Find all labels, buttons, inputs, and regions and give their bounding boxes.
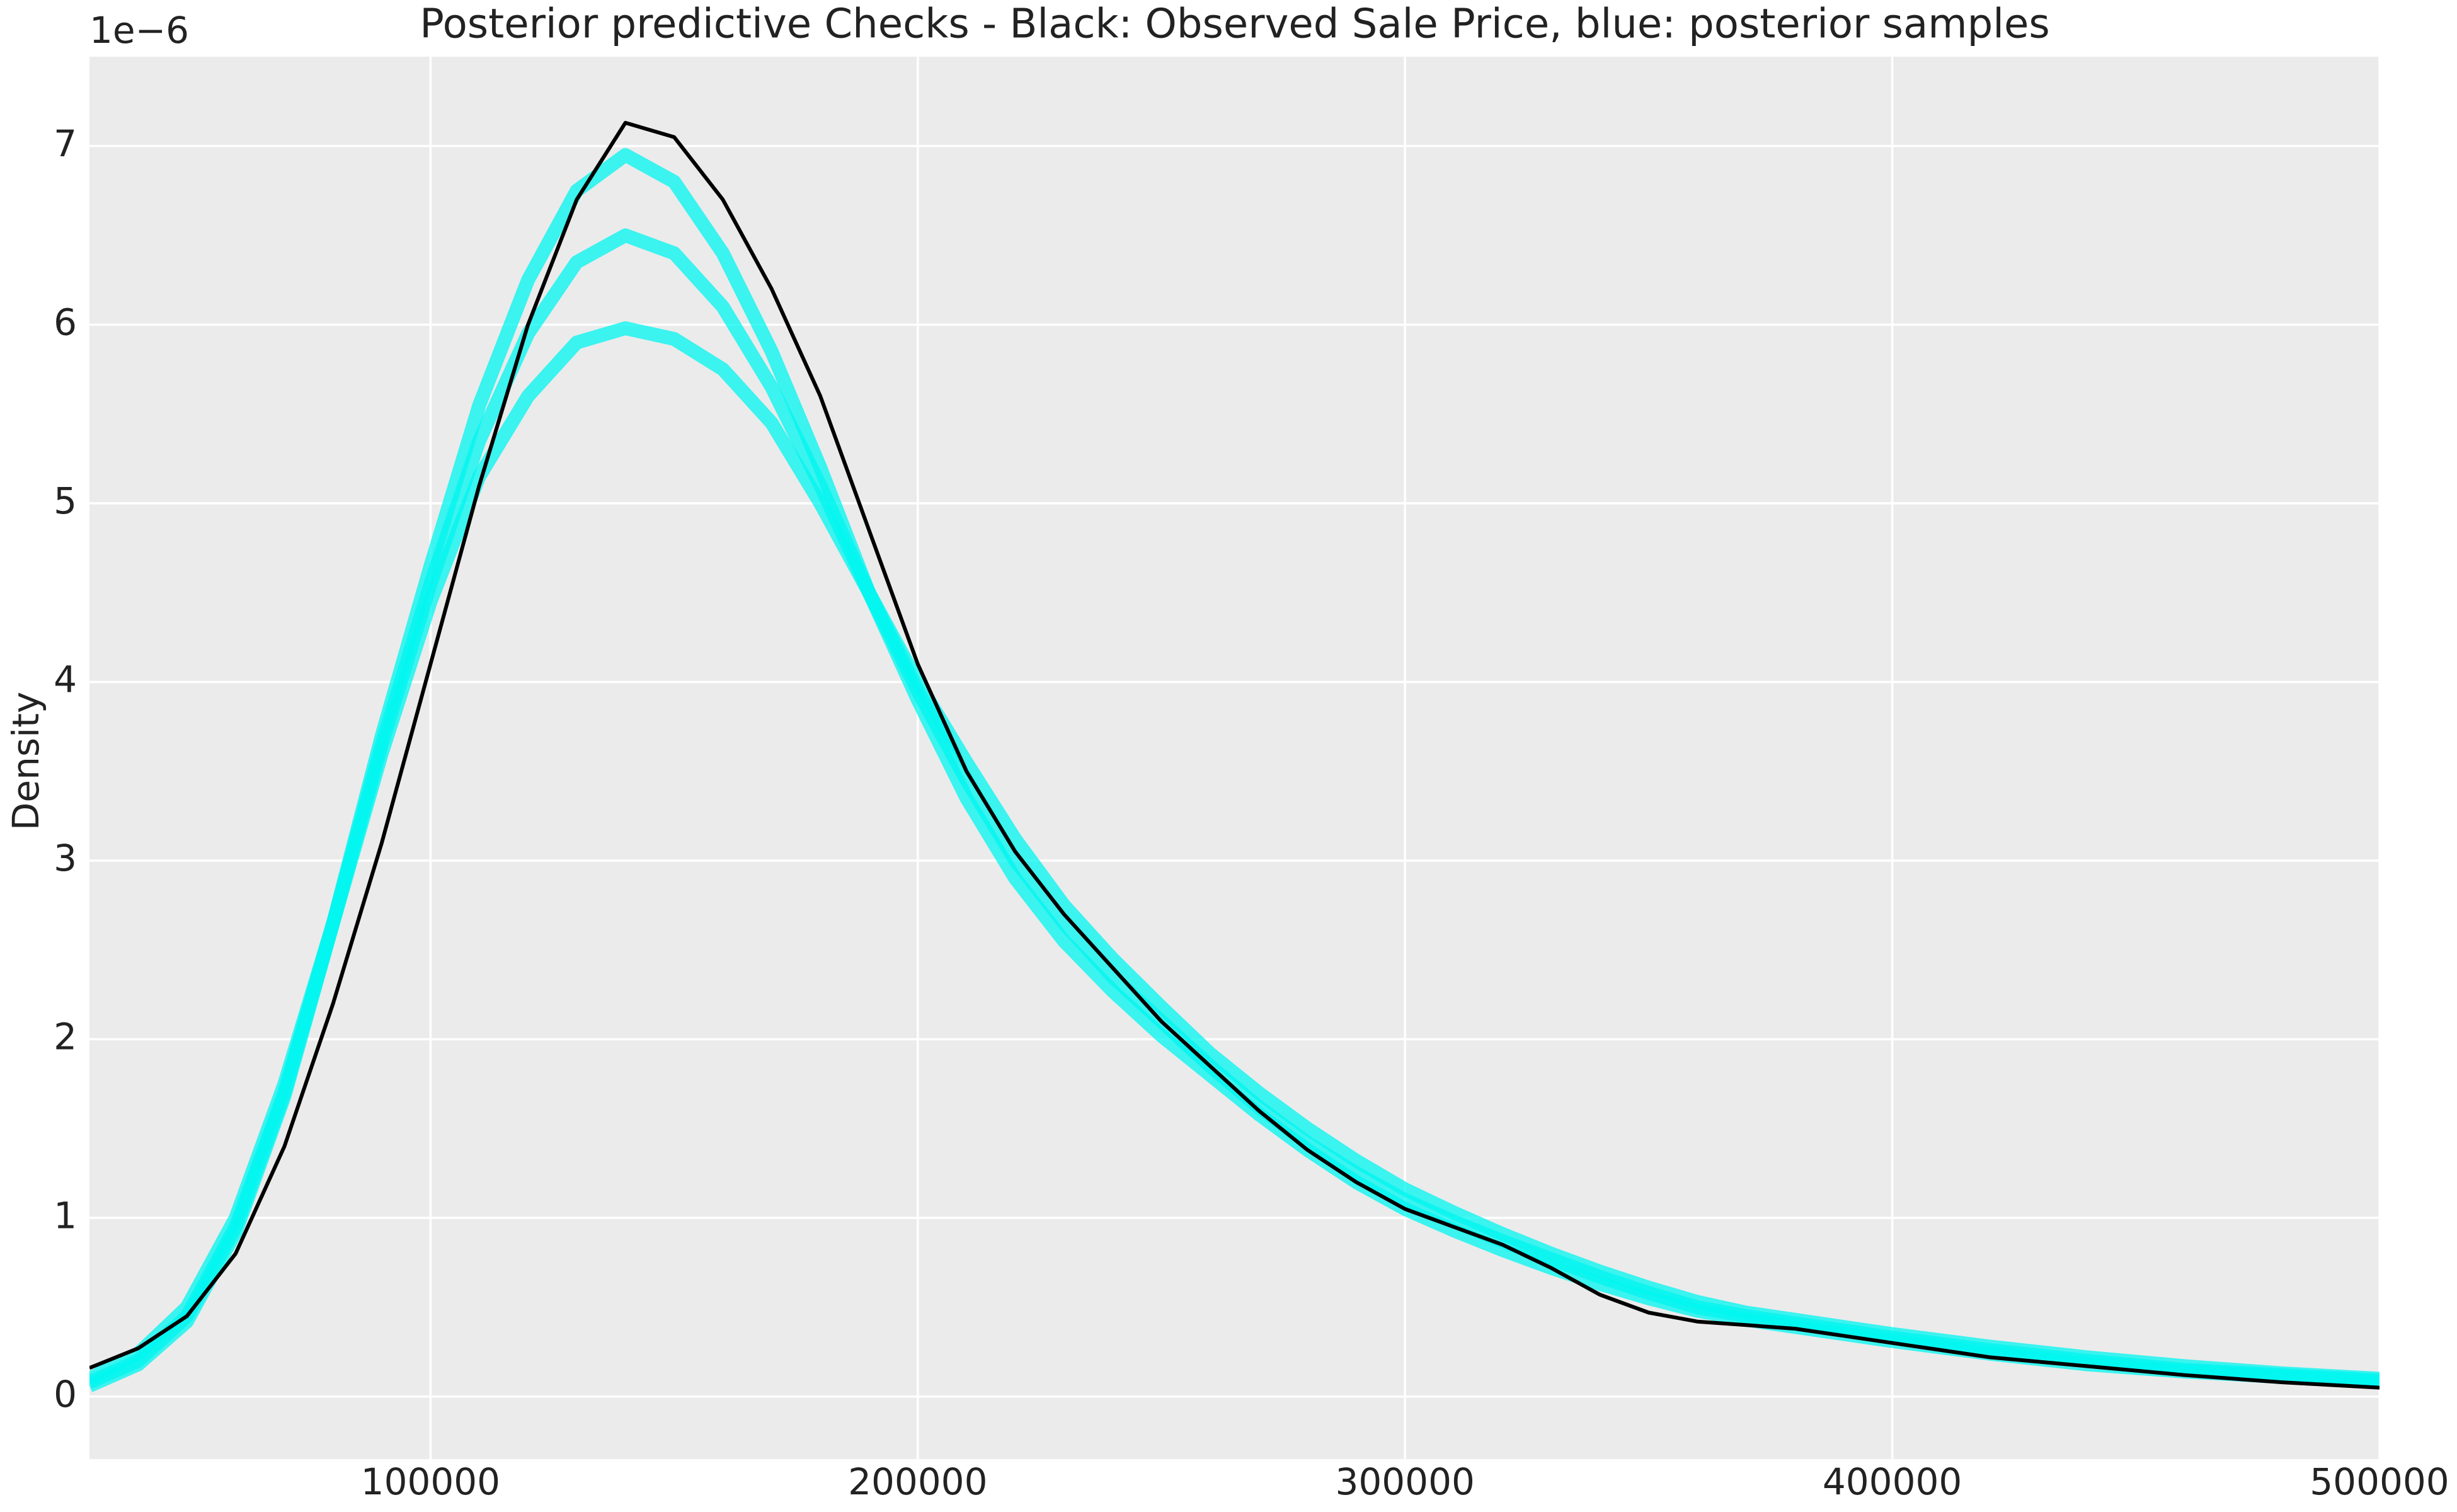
y-axis-label: Density	[4, 692, 47, 831]
plot-area	[89, 57, 2380, 1459]
y-tick-label: 7	[54, 122, 77, 165]
chart-title: Posterior predictive Checks - Black: Obs…	[420, 1, 2049, 48]
y-tick-label: 2	[54, 1016, 77, 1058]
y-tick-label: 5	[54, 479, 77, 522]
lines	[89, 120, 2380, 1392]
y-tick-label: 6	[54, 301, 77, 343]
x-tick-label: 500000	[2310, 1460, 2449, 1503]
tick-labels: 0 1 2 3 4 5 6 7 100000 200000 300000 400000 500000	[54, 122, 2449, 1503]
y-tick-label: 1	[54, 1194, 77, 1237]
y-tick-label: 0	[54, 1373, 77, 1416]
observed-line	[89, 120, 2380, 1390]
y-tick-label: 3	[54, 837, 77, 879]
x-tick-label: 400000	[1823, 1460, 1962, 1503]
x-tick-label: 200000	[848, 1460, 987, 1503]
x-tick-label: 300000	[1335, 1460, 1474, 1503]
y-tick-label: 4	[54, 658, 77, 701]
y-offset-label: 1e−6	[89, 9, 189, 52]
x-tick-label: 100000	[361, 1460, 500, 1503]
